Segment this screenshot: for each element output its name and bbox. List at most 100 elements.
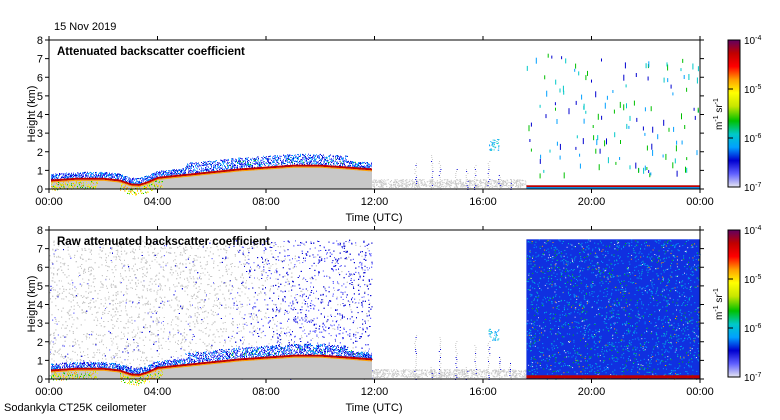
aerosol-point: [143, 180, 144, 182]
aerosol-point: [155, 174, 156, 176]
aerosol-point: [272, 165, 273, 167]
aerosol-point: [155, 177, 156, 179]
boundary-layer-column: [161, 177, 162, 190]
cloud-base-point: [306, 166, 307, 168]
aerosol-point: [111, 174, 112, 176]
aerosol-point: [112, 174, 113, 176]
gap-noise-point: [465, 181, 467, 183]
aerosol-point: [203, 163, 204, 165]
cloud-base-point: [114, 181, 115, 182]
boundary-layer-column: [269, 167, 270, 190]
aerosol-point: [95, 177, 96, 178]
cloud-base-point: [244, 170, 245, 172]
aerosol-point: [265, 157, 266, 159]
gap-noise-point: [412, 179, 414, 181]
aerosol-point: [268, 156, 269, 158]
aerosol-point: [182, 170, 183, 172]
aerosol-point: [89, 177, 90, 178]
aerosol-point: [65, 173, 66, 175]
aerosol-point: [122, 179, 123, 181]
aerosol-point: [81, 174, 82, 176]
aerosol-point: [337, 162, 338, 164]
cloud-base-point: [304, 164, 305, 167]
aerosol-point: [241, 163, 242, 165]
aerosol-point: [207, 169, 208, 171]
precip-streak-point: [650, 172, 652, 176]
aerosol-point: [73, 172, 74, 174]
aerosol-point: [342, 157, 343, 159]
aerosol-point: [197, 163, 198, 164]
gap-noise-point: [403, 187, 405, 188]
boundary-layer-column: [274, 167, 275, 189]
aerosol-point: [237, 165, 238, 167]
aerosol-point: [294, 157, 295, 159]
boundary-layer-column: [339, 167, 340, 189]
aerosol-point: [159, 172, 160, 174]
gap-noise-point: [481, 185, 483, 187]
gap-noise-point: [402, 186, 404, 188]
gap-noise-point: [477, 185, 478, 187]
aerosol-point: [97, 176, 98, 178]
aerosol-point: [336, 155, 337, 157]
aerosol-point: [180, 170, 181, 172]
cloud-base-point: [311, 166, 312, 168]
cloud-base-point: [92, 177, 93, 180]
aerosol-point: [227, 159, 228, 161]
aerosol-point: [174, 173, 175, 175]
aerosol-point: [104, 172, 105, 174]
aerosol-point: [239, 159, 240, 160]
gap-noise-point: [415, 184, 417, 186]
boundary-layer-column: [163, 177, 164, 190]
spike-point: [487, 177, 489, 178]
boundary-layer-column: [159, 177, 160, 190]
boundary-layer-column: [72, 179, 73, 189]
boundary-layer-column: [216, 171, 217, 190]
cloud-base-point: [359, 169, 360, 171]
aerosol-point: [209, 160, 210, 162]
cloud-base-point: [97, 179, 98, 181]
aerosol-point: [83, 172, 84, 174]
precip-streak-point: [644, 165, 646, 171]
gap-noise-point: [408, 184, 410, 186]
cloud-base-point: [212, 171, 213, 174]
gap-noise-point: [519, 181, 521, 183]
cloud-base-point: [257, 167, 258, 170]
gap-noise-point: [381, 182, 382, 184]
aerosol-point: [347, 166, 348, 167]
boundary-layer-column: [89, 178, 90, 190]
aerosol-point: [310, 160, 311, 162]
warm-cloud-point: [78, 182, 79, 184]
gap-noise-point: [421, 182, 423, 184]
precip-streak-point: [598, 164, 600, 171]
cloud-base-point: [131, 183, 132, 186]
cloud-base-point: [104, 177, 105, 180]
aerosol-point: [342, 165, 343, 167]
cloud-base-point: [259, 169, 260, 171]
gap-noise-point: [430, 179, 432, 181]
aerosol-point: [321, 155, 322, 156]
boundary-layer-column: [307, 165, 308, 189]
gap-noise-point: [451, 182, 453, 184]
aerosol-point: [154, 173, 155, 175]
gap-noise-point: [494, 181, 496, 183]
warm-cloud-point: [139, 187, 140, 189]
aerosol-point: [141, 180, 142, 182]
gap-noise-point: [469, 181, 471, 183]
aerosol-point: [276, 161, 277, 163]
aerosol-point: [254, 163, 255, 165]
gap-noise-point: [405, 185, 407, 187]
aerosol-point: [221, 160, 222, 162]
cloud-base-point: [220, 172, 221, 174]
aerosol-point: [206, 164, 207, 166]
spike-point: [489, 187, 490, 188]
cloud-base-point: [357, 169, 358, 171]
aerosol-point: [154, 177, 155, 178]
aerosol-point: [344, 164, 345, 166]
aerosol-point: [112, 176, 113, 178]
aerosol-point: [322, 157, 323, 159]
aerosol-point: [352, 161, 353, 162]
aerosol-point: [100, 175, 101, 177]
cloud-base-point: [158, 176, 159, 179]
aerosol-point: [162, 170, 163, 172]
boundary-layer-column: [218, 171, 219, 190]
